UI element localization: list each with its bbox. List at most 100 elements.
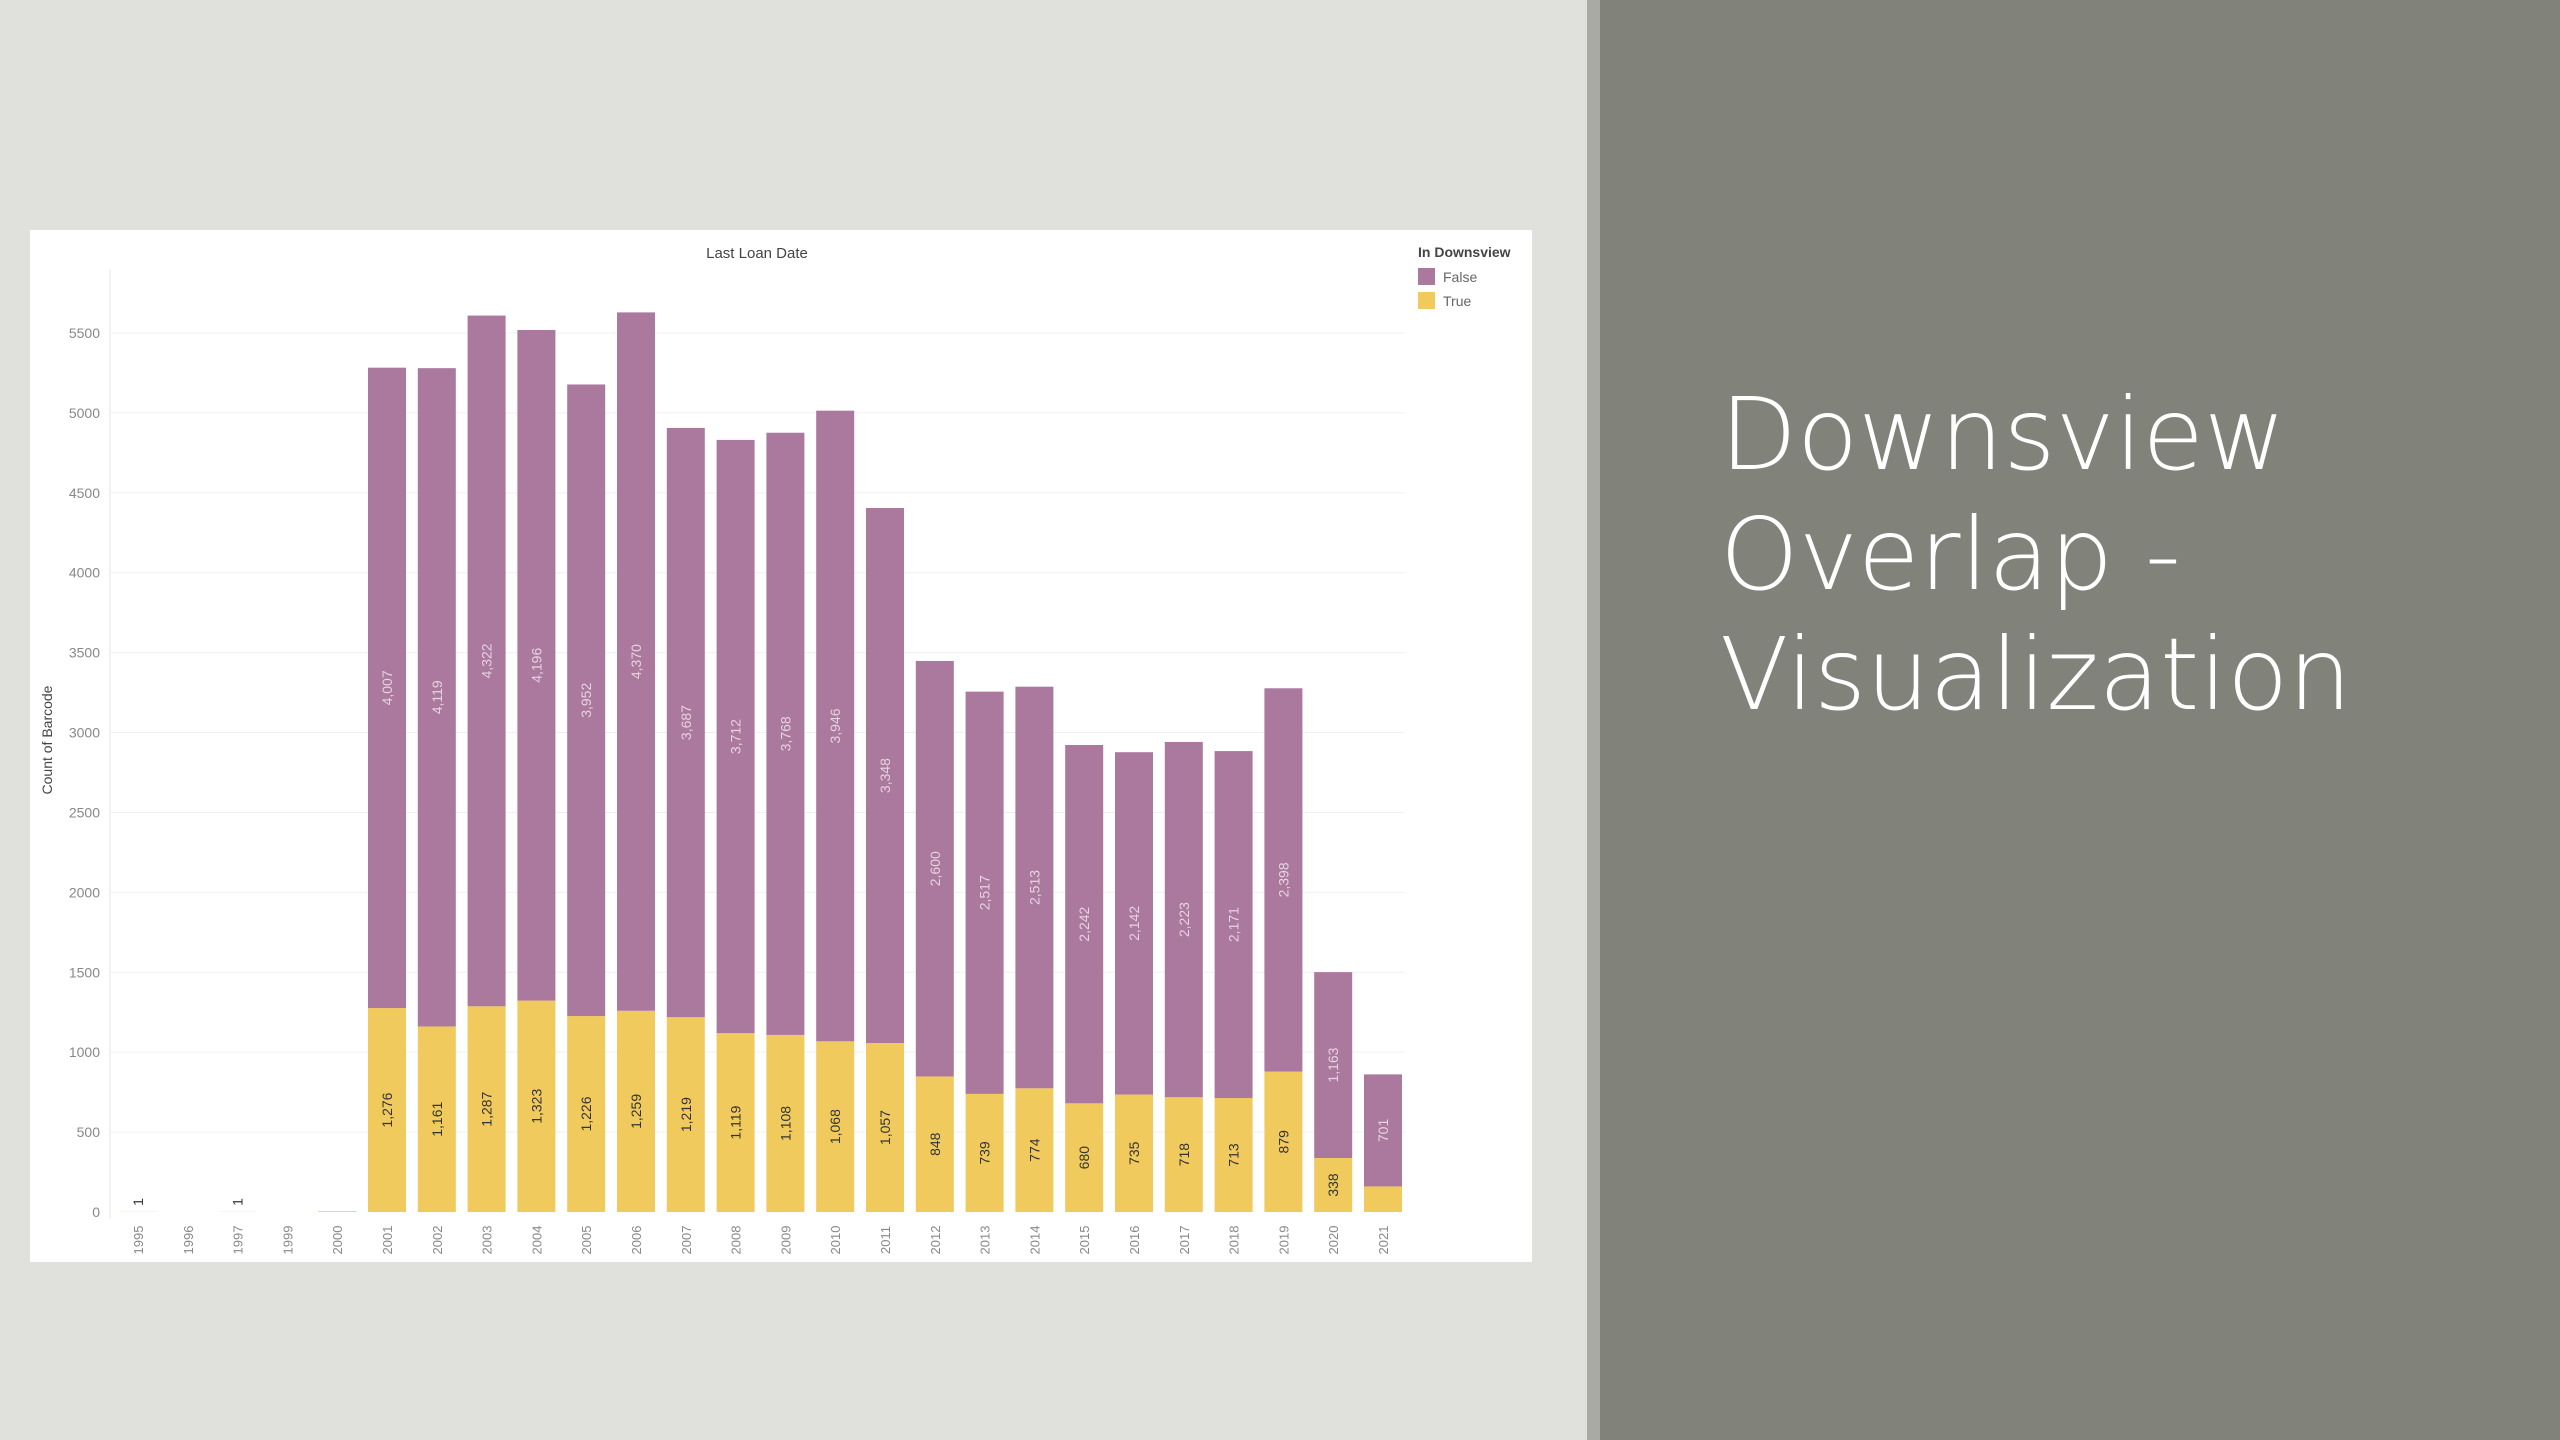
data-label-false-2020: 1,163 [1325,1047,1341,1082]
data-label-false-2015: 2,242 [1076,906,1092,941]
y-tick-label: 500 [77,1124,101,1140]
bar-false-2002 [417,368,456,1027]
data-label-true-2008: 1,119 [728,1105,744,1139]
x-tick-label-1996: 1996 [181,1226,196,1255]
x-tick-label-2017: 2017 [1177,1226,1192,1255]
data-label-true-2006: 1,259 [628,1094,644,1129]
y-tick-label: 5500 [69,325,100,341]
bar-false-2019 [1264,688,1303,1072]
data-label-true-1997: 1 [230,1198,246,1206]
bar-true-2013 [965,1093,1004,1212]
bar-true-2003 [467,1006,506,1212]
x-tick-label-2013: 2013 [978,1226,993,1255]
y-tick-label: 1000 [69,1044,100,1060]
x-tick-label-1999: 1999 [280,1226,295,1255]
x-tick-label-2000: 2000 [330,1226,345,1255]
bar-false-2001 [368,367,406,1009]
y-tick-label: 0 [92,1204,100,1220]
x-tick-label-2012: 2012 [928,1226,943,1255]
x-tick-label-2004: 2004 [529,1226,544,1255]
y-tick-label: 3500 [69,645,100,661]
x-tick-label-2018: 2018 [1227,1226,1242,1255]
bar-true-2018 [1214,1098,1253,1212]
data-label-true-2005: 1,226 [578,1096,594,1131]
x-tick-label-2003: 2003 [480,1226,495,1255]
bar-false-2017 [1164,741,1203,1098]
bar-true-2012 [915,1076,954,1212]
y-axis-label: Count of Barcode [39,685,55,794]
stacked-bar-chart: 0 500 1000 1500 2000 2500 3000 3500 4000 4500 5000… [39,245,1405,1255]
x-tick-label-2016: 2016 [1127,1226,1142,1255]
x-tick-label-1995: 1995 [131,1226,146,1255]
bar-true-2020 [1314,1157,1353,1212]
x-tick-label-2007: 2007 [679,1226,694,1255]
data-label-true-2003: 1,287 [479,1091,495,1126]
x-tick-label-2001: 2001 [380,1226,395,1255]
x-tick-label-2011: 2011 [878,1226,893,1254]
bar-true-2017 [1164,1097,1203,1212]
y-tick-label: 2500 [69,804,100,820]
slide-title-line-1: Downsview [1720,376,2286,493]
legend-item-true[interactable]: True [1418,292,1511,309]
bar-true-2004 [517,1000,556,1212]
data-label-true-2015: 680 [1076,1146,1092,1170]
data-label-true-2012: 848 [927,1132,943,1156]
bar-true-2000 [318,1211,357,1212]
slide-title-line-2: Overlap - [1720,496,2181,613]
x-tick-label-2015: 2015 [1077,1226,1092,1255]
x-tick-label-2021: 2021 [1376,1226,1391,1255]
bar-true-2011 [866,1043,904,1212]
chart-title: Last Loan Date [706,245,808,262]
bar-false-2008 [716,439,755,1034]
slide-title-line-3: Visualization [1720,616,2352,733]
bar-false-2010 [816,410,855,1042]
data-label-true-2010: 1,068 [827,1109,843,1144]
bar-false-2009 [766,432,805,1035]
data-label-true-2004: 1,323 [528,1089,544,1124]
data-label-false-2007: 3,687 [678,705,694,740]
legend-swatch-true [1418,292,1435,309]
x-tick-label-2002: 2002 [430,1226,445,1255]
legend-swatch-false [1418,268,1435,285]
bar-false-2003 [467,315,506,1007]
bar-true-2016 [1115,1094,1153,1212]
x-tick-label-2014: 2014 [1027,1226,1042,1255]
legend-item-false[interactable]: False [1418,268,1511,285]
slide-title: Downsview Overlap - Visualization [1720,375,2520,735]
bar-true-2019 [1264,1071,1303,1212]
bar-false-2013 [965,691,1004,1094]
y-tick-label: 3000 [69,725,100,741]
right-panel [1600,0,2560,1440]
data-label-false-2012: 2,600 [927,851,943,886]
data-label-true-1995: 1 [130,1198,146,1206]
legend-title: In Downsview [1418,244,1511,260]
data-label-false-2014: 2,513 [1026,870,1042,905]
bar-true-2007 [666,1017,705,1212]
data-label-true-2007: 1,219 [678,1097,694,1132]
bar-true-2006 [617,1010,655,1212]
bar-true-2015 [1065,1103,1104,1212]
x-tick-label-2005: 2005 [579,1226,594,1255]
data-label-false-2011: 3,348 [877,758,893,793]
data-label-true-2016: 735 [1126,1141,1142,1165]
bar-true-2009 [766,1034,805,1212]
y-tick-label: 4500 [69,485,100,501]
bar-true-2021 [1364,1186,1402,1212]
bar-true-2008 [716,1033,755,1212]
bar-true-2002 [417,1026,456,1212]
data-label-true-2020: 338 [1325,1173,1341,1197]
legend-label-true: True [1443,292,1472,309]
bar-true-2014 [1015,1088,1054,1212]
data-label-false-2013: 2,517 [977,875,993,910]
bar-false-2014 [1015,686,1054,1089]
data-label-true-2001: 1,276 [379,1092,395,1127]
bar-false-2004 [517,329,556,1001]
data-label-true-2018: 713 [1226,1143,1242,1167]
bar-false-2005 [567,384,606,1017]
y-tick-label: 5000 [69,405,100,421]
data-label-false-2008: 3,712 [728,719,744,754]
bar-true-2005 [567,1016,606,1212]
data-label-true-2011: 1,057 [877,1110,893,1145]
x-tick-label-2010: 2010 [828,1226,843,1255]
bar-false-2015 [1065,745,1104,1104]
